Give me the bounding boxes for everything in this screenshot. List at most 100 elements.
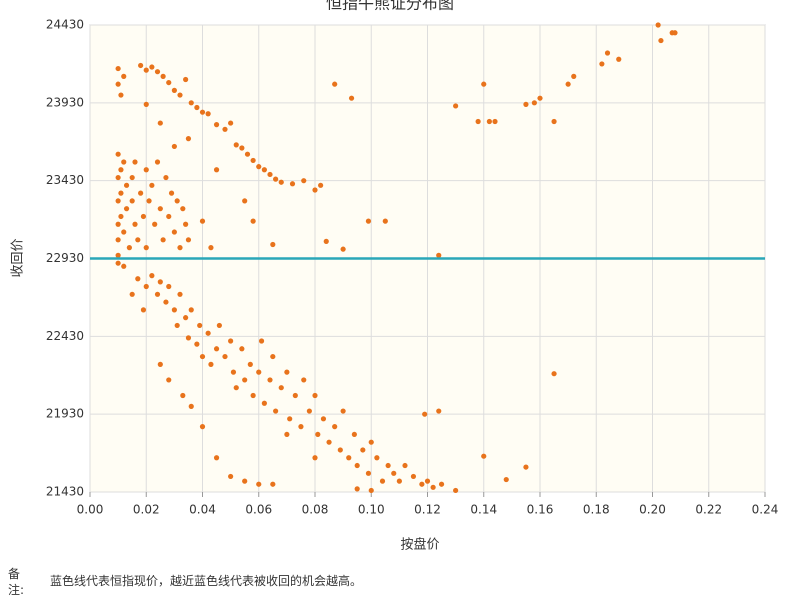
point xyxy=(261,400,267,406)
point xyxy=(242,377,248,383)
point xyxy=(396,478,402,484)
point xyxy=(138,62,144,69)
point xyxy=(340,246,346,252)
point xyxy=(149,273,155,279)
point xyxy=(166,213,172,220)
point xyxy=(391,470,397,476)
x-tick-label: 0.20 xyxy=(639,503,666,517)
point xyxy=(126,245,132,251)
point xyxy=(244,151,251,157)
point xyxy=(475,118,481,125)
point xyxy=(354,486,360,492)
point xyxy=(160,237,166,243)
point xyxy=(115,237,121,243)
point xyxy=(121,73,127,79)
point xyxy=(143,167,149,173)
point xyxy=(132,221,138,227)
y-tick-label: 23930 xyxy=(46,95,84,109)
point xyxy=(228,120,234,126)
point xyxy=(185,237,192,243)
point xyxy=(143,67,149,73)
point xyxy=(230,369,237,375)
point xyxy=(183,76,189,83)
point xyxy=(256,369,262,375)
point xyxy=(183,221,189,227)
point xyxy=(326,439,332,445)
point xyxy=(157,279,163,285)
point xyxy=(228,473,234,480)
point xyxy=(194,104,200,111)
point xyxy=(368,439,374,445)
point xyxy=(430,484,436,490)
point xyxy=(306,408,312,414)
point xyxy=(337,447,343,453)
point xyxy=(486,118,492,125)
point xyxy=(242,198,248,204)
point xyxy=(146,198,152,204)
point xyxy=(599,61,605,67)
point xyxy=(166,79,172,86)
point xyxy=(270,353,276,360)
point xyxy=(332,81,338,87)
point xyxy=(199,424,206,430)
point xyxy=(298,424,304,430)
point xyxy=(213,455,220,461)
point xyxy=(129,174,135,181)
point xyxy=(385,462,391,469)
point xyxy=(301,377,307,383)
chart: 恒指牛熊证分布图 按盘价 收回价 21430 21930 22430 22930 234… xyxy=(11,0,779,553)
point xyxy=(250,392,256,399)
point xyxy=(379,478,386,484)
point xyxy=(571,73,577,79)
point xyxy=(655,22,661,28)
x-tick-label: 0.08 xyxy=(302,503,329,517)
x-tick-label: 0.02 xyxy=(133,503,160,517)
point xyxy=(205,330,211,336)
point xyxy=(351,431,357,438)
y-tick-label: 22930 xyxy=(46,251,84,265)
point xyxy=(174,322,180,329)
point xyxy=(273,408,279,414)
point xyxy=(185,136,192,142)
point xyxy=(551,371,557,377)
point xyxy=(222,126,228,132)
point xyxy=(208,245,214,251)
point xyxy=(118,92,124,98)
point xyxy=(123,206,130,212)
point xyxy=(171,229,177,235)
y-tick-label: 21430 xyxy=(46,485,84,499)
point xyxy=(216,322,222,329)
point xyxy=(301,178,307,184)
point xyxy=(163,174,169,181)
point xyxy=(157,120,163,126)
point xyxy=(129,291,135,297)
point xyxy=(278,385,284,391)
point xyxy=(199,218,206,224)
point xyxy=(213,167,220,173)
point xyxy=(239,346,245,352)
point xyxy=(143,283,149,290)
point xyxy=(365,470,372,476)
point xyxy=(171,307,177,313)
point xyxy=(267,171,273,178)
point xyxy=(199,109,206,115)
point xyxy=(287,416,293,422)
point xyxy=(163,299,169,305)
point xyxy=(166,377,172,383)
x-tick-label: 0.14 xyxy=(470,503,497,517)
point xyxy=(292,392,298,399)
point xyxy=(140,213,147,220)
point xyxy=(171,87,177,93)
point xyxy=(503,476,509,483)
point xyxy=(115,81,121,87)
point xyxy=(177,245,183,251)
point xyxy=(123,182,130,188)
point xyxy=(323,238,329,244)
point xyxy=(284,369,290,375)
point xyxy=(242,478,248,484)
point xyxy=(171,143,177,150)
point xyxy=(157,206,163,212)
point xyxy=(115,252,121,258)
note: 蓝色线代表恒指现价，越近蓝色线代表被收回的机会越高。 xyxy=(50,574,363,588)
point xyxy=(318,182,324,188)
